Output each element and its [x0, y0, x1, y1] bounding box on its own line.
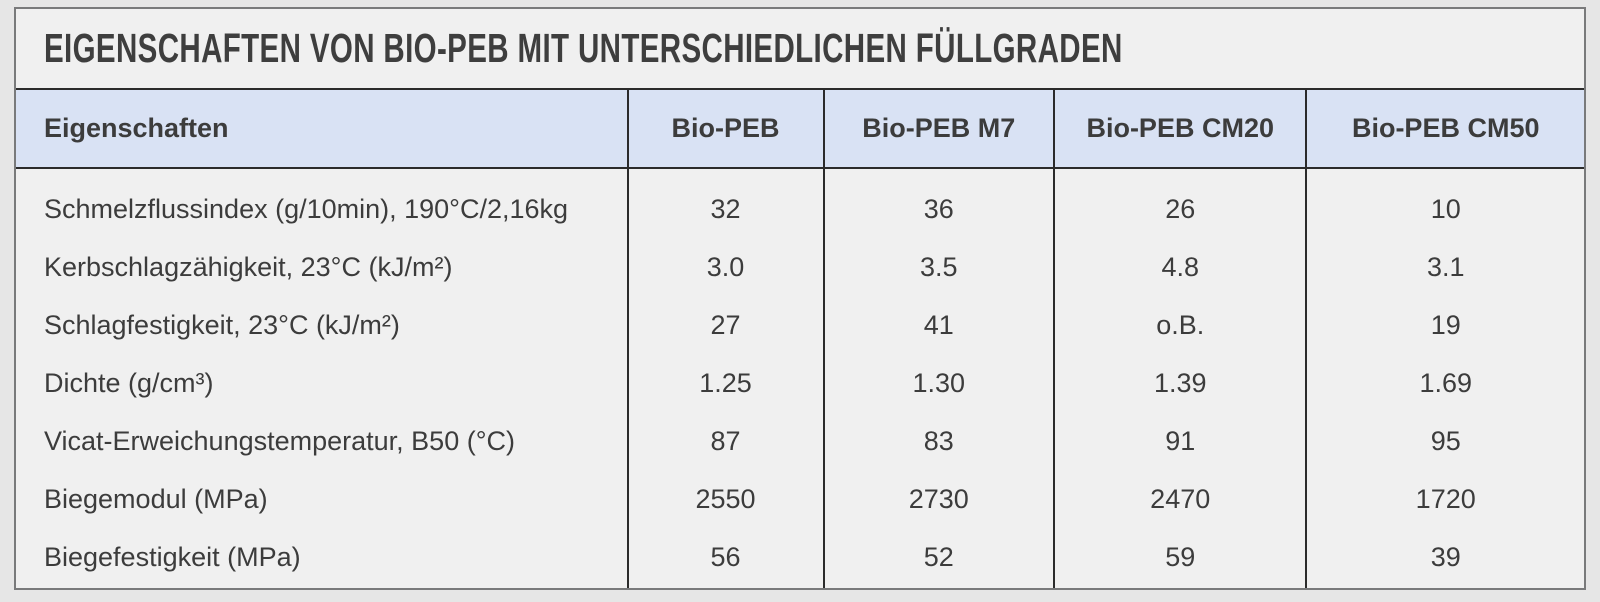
row-label: Schmelzflussindex (g/10min), 190°C/2,16k…	[16, 168, 628, 238]
table-row: Biegemodul (MPa) 2550 2730 2470 1720	[16, 470, 1584, 528]
cell-value: 1.25	[626, 354, 824, 412]
cell-value: 59	[1052, 528, 1307, 588]
cell-value: 10	[1305, 168, 1584, 238]
cell-value: 3.0	[626, 238, 824, 296]
row-label: Schlagfestigkeit, 23°C (kJ/m²)	[16, 296, 628, 354]
row-label: Vicat-Erweichungstemperatur, B50 (°C)	[16, 412, 628, 470]
properties-table: Eigenschaften Bio-PEB Bio-PEB M7 Bio-PEB…	[16, 90, 1584, 588]
table-row: Schlagfestigkeit, 23°C (kJ/m²) 27 41 o.B…	[16, 296, 1584, 354]
cell-value: 2470	[1052, 470, 1307, 528]
cell-value: 41	[822, 296, 1054, 354]
table-row: Kerbschlagzähigkeit, 23°C (kJ/m²) 3.0 3.…	[16, 238, 1584, 296]
cell-value: 19	[1305, 296, 1584, 354]
column-header-bio-peb: Bio-PEB	[626, 90, 824, 169]
cell-value: 1720	[1305, 470, 1584, 528]
cell-value: o.B.	[1052, 296, 1307, 354]
table-title: EIGENSCHAFTEN VON BIO-PEB MIT UNTERSCHIE…	[44, 25, 1123, 71]
cell-value: 3.1	[1305, 238, 1584, 296]
cell-value: 83	[822, 412, 1054, 470]
cell-value: 87	[626, 412, 824, 470]
row-label: Kerbschlagzähigkeit, 23°C (kJ/m²)	[16, 238, 628, 296]
cell-value: 2550	[626, 470, 824, 528]
cell-value: 52	[822, 528, 1054, 588]
cell-value: 39	[1305, 528, 1584, 588]
column-header-bio-peb-cm50: Bio-PEB CM50	[1305, 90, 1584, 169]
table-row: Biegefestigkeit (MPa) 56 52 59 39	[16, 528, 1584, 588]
table-row: Schmelzflussindex (g/10min), 190°C/2,16k…	[16, 168, 1584, 238]
cell-value: 1.69	[1305, 354, 1584, 412]
cell-value: 36	[822, 168, 1054, 238]
column-header-bio-peb-m7: Bio-PEB M7	[822, 90, 1054, 169]
cell-value: 56	[626, 528, 824, 588]
row-label: Biegefestigkeit (MPa)	[16, 528, 628, 588]
column-header-bio-peb-cm20: Bio-PEB CM20	[1052, 90, 1307, 169]
cell-value: 1.30	[822, 354, 1054, 412]
cell-value: 3.5	[822, 238, 1054, 296]
cell-value: 95	[1305, 412, 1584, 470]
cell-value: 27	[626, 296, 824, 354]
cell-value: 1.39	[1052, 354, 1307, 412]
column-header-eigenschaften: Eigenschaften	[16, 90, 628, 169]
table-title-bar: EIGENSCHAFTEN VON BIO-PEB MIT UNTERSCHIE…	[16, 9, 1584, 90]
cell-value: 91	[1052, 412, 1307, 470]
cell-value: 26	[1052, 168, 1307, 238]
table-row: Vicat-Erweichungstemperatur, B50 (°C) 87…	[16, 412, 1584, 470]
row-label: Dichte (g/cm³)	[16, 354, 628, 412]
table-row: Dichte (g/cm³) 1.25 1.30 1.39 1.69	[16, 354, 1584, 412]
header-row: Eigenschaften Bio-PEB Bio-PEB M7 Bio-PEB…	[16, 90, 1584, 169]
properties-table-panel: EIGENSCHAFTEN VON BIO-PEB MIT UNTERSCHIE…	[14, 7, 1586, 590]
cell-value: 32	[626, 168, 824, 238]
cell-value: 4.8	[1052, 238, 1307, 296]
row-label: Biegemodul (MPa)	[16, 470, 628, 528]
cell-value: 2730	[822, 470, 1054, 528]
